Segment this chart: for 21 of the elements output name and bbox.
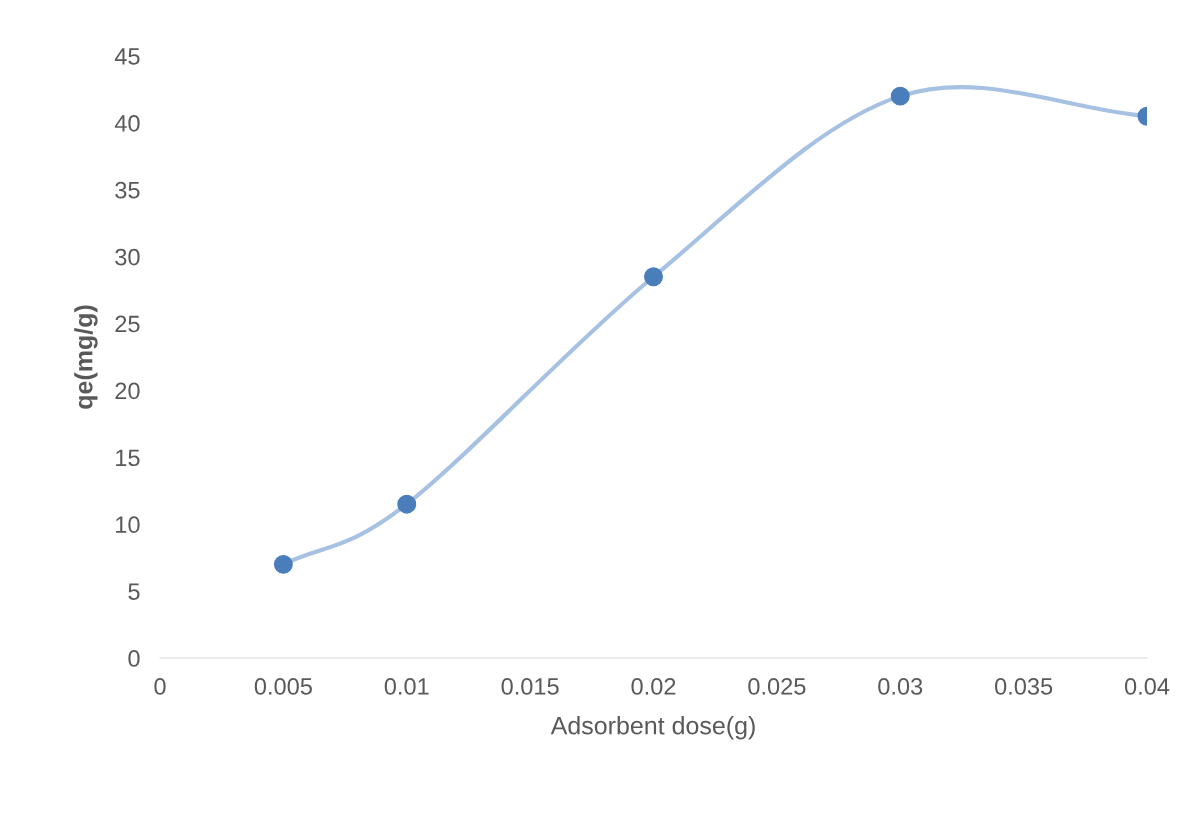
x-tick-label: 0.025 xyxy=(748,678,806,695)
x-tick-label: 0.01 xyxy=(384,678,429,695)
x-axis-title: Adsorbent dose(g) xyxy=(550,716,755,740)
x-tick-label: 0.005 xyxy=(254,678,312,695)
x-tick-label: 0 xyxy=(154,678,166,695)
y-tick-label: 0 xyxy=(128,650,140,667)
x-tick-label: 0.015 xyxy=(501,678,559,695)
y-tick-label: 25 xyxy=(115,315,140,333)
x-tick-label: 0.035 xyxy=(995,678,1053,695)
y-tick-label: 5 xyxy=(128,583,140,600)
x-tick-label: 0.04 xyxy=(1124,678,1170,695)
y-tick-label: 20 xyxy=(115,382,140,400)
y-tick-label: 15 xyxy=(116,449,140,467)
y-axis-title: qe(mg/g) xyxy=(74,305,98,409)
x-tick-label: 0.02 xyxy=(631,678,676,695)
y-tick-label: 10 xyxy=(116,516,140,534)
y-tick-label: 30 xyxy=(115,248,140,266)
y-tick-label: 40 xyxy=(114,114,140,132)
y-tick-label: 35 xyxy=(115,181,140,199)
y-tick-label: 45 xyxy=(114,48,140,65)
x-tick-label: 0.03 xyxy=(878,678,923,695)
